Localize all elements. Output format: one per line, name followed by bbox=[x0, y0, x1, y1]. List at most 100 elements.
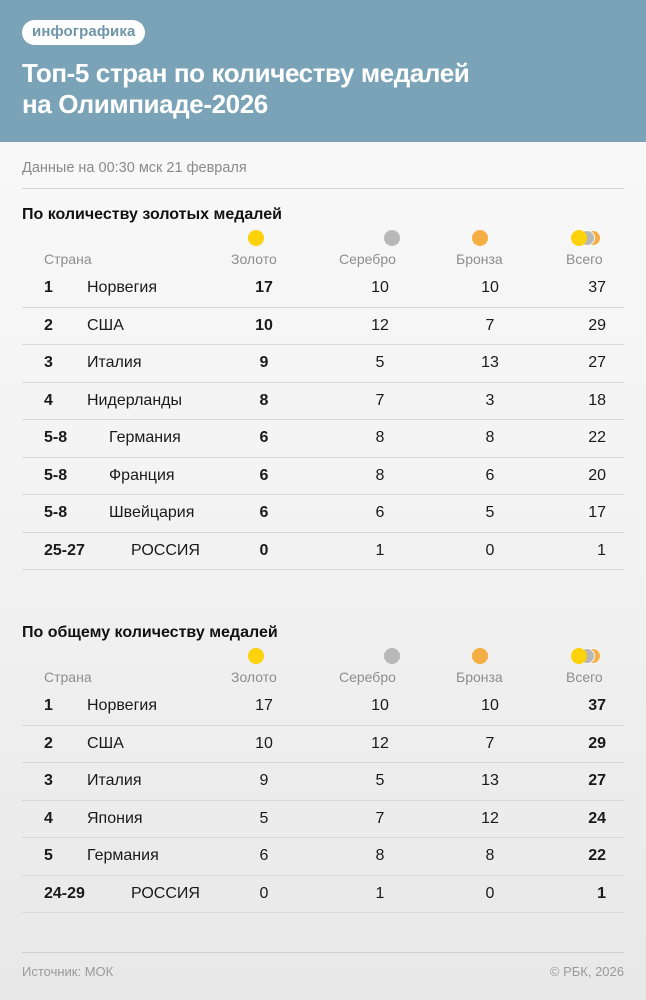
total-count: 18 bbox=[588, 391, 606, 409]
bronze-count: 7 bbox=[485, 316, 495, 334]
col-country: Страна bbox=[44, 669, 92, 685]
all-medals-icon bbox=[571, 230, 609, 246]
rank-cell: 2 bbox=[44, 734, 53, 752]
silver-medal-icon bbox=[384, 648, 400, 664]
silver-count: 6 bbox=[375, 504, 385, 521]
country-cell: Германия bbox=[87, 847, 159, 864]
rank-cell: 5-8 bbox=[44, 504, 68, 521]
table-header: Страна Золото Серебро Бронза Всего bbox=[22, 226, 624, 270]
silver-count: 8 bbox=[375, 429, 385, 446]
table-row: 25-27 РОССИЯ 0 1 0 1 bbox=[22, 533, 624, 570]
gold-count: 6 bbox=[259, 847, 269, 864]
col-bronze: Бронза bbox=[456, 251, 503, 267]
bronze-count: 8 bbox=[485, 847, 495, 864]
total-count: 27 bbox=[588, 354, 606, 371]
source-note: Источник: МОК bbox=[22, 964, 114, 979]
rank-cell: 25-27 bbox=[44, 541, 85, 559]
country-cell: Италия bbox=[87, 772, 142, 789]
silver-count: 7 bbox=[375, 391, 385, 409]
silver-count: 12 bbox=[371, 316, 389, 334]
table-row: 3 Италия 9 5 13 27 bbox=[22, 345, 624, 383]
bronze-count: 6 bbox=[485, 466, 495, 484]
total-count: 22 bbox=[588, 429, 606, 446]
bronze-count: 7 bbox=[485, 734, 495, 752]
table-row: 4 Япония 5 7 12 24 bbox=[22, 801, 624, 838]
footer: Источник: МОК © РБК, 2026 bbox=[22, 952, 624, 979]
table-row: 24-29 РОССИЯ 0 1 0 1 bbox=[22, 876, 624, 913]
title-line-2: на Олимпиаде-2026 bbox=[22, 89, 268, 119]
rank-cell: 3 bbox=[44, 772, 53, 789]
rank-cell: 5-8 bbox=[44, 429, 68, 446]
silver-count: 1 bbox=[375, 541, 385, 559]
table-row: 5-8 Швейцария 6 6 5 17 bbox=[22, 495, 624, 533]
infographic-badge: инфографика bbox=[22, 20, 146, 45]
total-count: 24 bbox=[588, 809, 606, 827]
silver-count: 5 bbox=[375, 354, 385, 371]
gold-count: 10 bbox=[255, 316, 273, 334]
rank-cell: 4 bbox=[44, 391, 53, 409]
bronze-medal-icon bbox=[472, 230, 488, 246]
col-total: Всего bbox=[566, 251, 603, 267]
bronze-count: 0 bbox=[485, 541, 495, 559]
silver-count: 7 bbox=[375, 809, 385, 827]
gold-count: 9 bbox=[259, 772, 269, 789]
table-row: 5-8 Германия 6 8 8 22 bbox=[22, 420, 624, 458]
silver-count: 10 bbox=[371, 279, 389, 296]
table-body: 1 Норвегия 17 10 10 37 2 США 10 12 7 29 3 Италия 9 5 13 2… bbox=[22, 688, 624, 913]
col-gold: Золото bbox=[231, 251, 277, 267]
bronze-count: 0 bbox=[485, 884, 495, 902]
total-count: 17 bbox=[588, 504, 606, 521]
country-cell: Норвегия bbox=[87, 279, 158, 296]
country-cell: Италия bbox=[87, 354, 142, 371]
table-header: Страна Золото Серебро Бронза Всего bbox=[22, 644, 624, 688]
silver-count: 1 bbox=[375, 884, 385, 902]
total-medal-table: Страна Золото Серебро Бронза Всего 1 Норв… bbox=[22, 644, 624, 913]
total-count: 1 bbox=[597, 541, 606, 559]
bronze-count: 10 bbox=[481, 697, 499, 714]
gold-count: 0 bbox=[259, 884, 269, 902]
total-count: 1 bbox=[597, 884, 606, 902]
country-cell: Германия bbox=[109, 429, 181, 446]
col-total: Всего bbox=[566, 669, 603, 685]
total-count: 27 bbox=[588, 772, 606, 789]
bronze-count: 10 bbox=[481, 279, 499, 296]
country-cell: Швейцария bbox=[109, 504, 195, 521]
silver-medal-icon bbox=[384, 230, 400, 246]
gold-count: 6 bbox=[259, 466, 269, 484]
bronze-count: 3 bbox=[485, 391, 495, 409]
copyright: © РБК, 2026 bbox=[549, 964, 624, 979]
bronze-count: 13 bbox=[481, 772, 499, 789]
rank-cell: 1 bbox=[44, 279, 53, 296]
rank-cell: 4 bbox=[44, 809, 53, 827]
col-gold: Золото bbox=[231, 669, 277, 685]
content: Данные на 00:30 мск 21 февраля По количе… bbox=[0, 142, 646, 913]
country-cell: Франция bbox=[109, 466, 175, 484]
table-row: 5 Германия 6 8 8 22 bbox=[22, 838, 624, 876]
col-silver: Серебро bbox=[339, 251, 396, 267]
total-count: 37 bbox=[588, 279, 606, 296]
table-row: 2 США 10 12 7 29 bbox=[22, 308, 624, 345]
table-row: 5-8 Франция 6 8 6 20 bbox=[22, 458, 624, 495]
gold-count: 6 bbox=[259, 429, 269, 446]
rank-cell: 24-29 bbox=[44, 884, 85, 902]
all-medals-icon bbox=[571, 648, 609, 664]
country-cell: Нидерланды bbox=[87, 391, 182, 409]
country-cell: США bbox=[87, 734, 124, 752]
date-note: Данные на 00:30 мск 21 февраля bbox=[22, 142, 624, 189]
bronze-count: 8 bbox=[485, 429, 495, 446]
bronze-medal-icon bbox=[472, 648, 488, 664]
rank-cell: 5-8 bbox=[44, 466, 68, 484]
gold-count: 8 bbox=[259, 391, 269, 409]
gold-medal-icon bbox=[248, 230, 264, 246]
gold-count: 0 bbox=[259, 541, 269, 559]
country-cell: США bbox=[87, 316, 124, 334]
rank-cell: 5 bbox=[44, 847, 53, 864]
gold-count: 9 bbox=[259, 354, 269, 371]
bronze-count: 5 bbox=[485, 504, 495, 521]
total-table-title: По общему количеству медалей bbox=[22, 624, 278, 641]
header-banner: инфографика Топ-5 стран по количеству ме… bbox=[0, 0, 646, 142]
gold-table-title: По количеству золотых медалей bbox=[22, 206, 282, 223]
silver-count: 8 bbox=[375, 466, 385, 484]
bronze-count: 13 bbox=[481, 354, 499, 371]
rank-cell: 3 bbox=[44, 354, 53, 371]
